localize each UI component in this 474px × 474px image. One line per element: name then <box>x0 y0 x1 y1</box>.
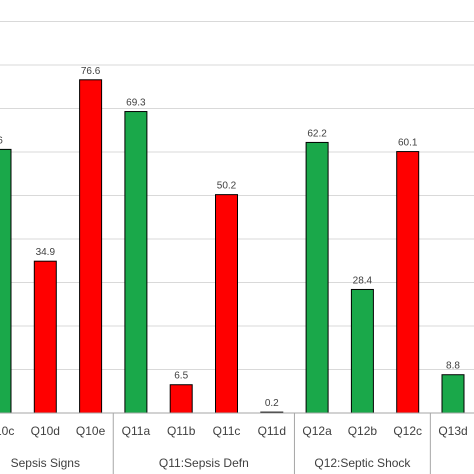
tick-label-q10c: Q10c <box>0 424 14 438</box>
bar-q12b <box>350 288 374 414</box>
tick-label-q11a: Q11a <box>122 424 151 438</box>
group-label: Q12:Septic Shock <box>314 456 411 470</box>
data-label: 8.8 <box>446 361 460 372</box>
bar-q11c <box>215 194 238 414</box>
bar-q11a <box>124 111 148 414</box>
data-label: 34.9 <box>36 247 56 258</box>
bar-q10d <box>33 260 57 414</box>
tick-label-q10d: Q10d <box>31 424 60 438</box>
data-label: 62.2 <box>307 128 327 139</box>
bar-q10e <box>79 79 103 414</box>
tick-label-q13d: Q13d <box>438 424 467 438</box>
data-label: 60.1 <box>398 138 418 149</box>
tick-label-q12a: Q12a <box>302 424 332 438</box>
bar-q10c <box>0 148 12 414</box>
tick-label-q11c: Q11c <box>213 424 241 438</box>
data-label: 50.2 <box>217 181 237 192</box>
tick-label-q11b: Q11b <box>167 424 196 438</box>
data-label: 28.4 <box>353 275 373 286</box>
tick-label-q10e: Q10e <box>76 424 106 438</box>
bar-q13d <box>441 374 465 414</box>
tick-label-q12b: Q12b <box>348 424 378 438</box>
group-label: Sepsis Signs <box>11 456 80 470</box>
bar-q12c <box>396 151 420 414</box>
bar-q12a <box>305 141 329 414</box>
tick-label-q12c: Q12c <box>393 424 422 438</box>
data-label: 6.5 <box>174 371 188 382</box>
data-label: 76.6 <box>81 66 101 77</box>
bar-q11b <box>169 384 193 414</box>
data-label: 6 <box>0 135 3 146</box>
group-label: Q11:Sepsis Defn <box>159 456 249 470</box>
data-label: 0.2 <box>265 398 279 409</box>
tick-label-q11d: Q11d <box>258 424 286 438</box>
data-label: 69.3 <box>126 98 146 109</box>
